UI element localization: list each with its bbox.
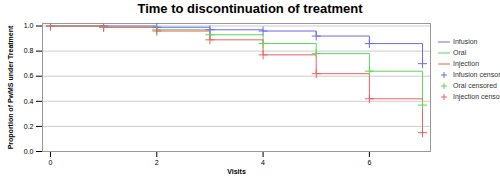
svg-text:0.0: 0.0 — [24, 148, 34, 155]
svg-text:0.2: 0.2 — [24, 123, 34, 130]
svg-text:0.8: 0.8 — [24, 47, 34, 54]
html-text:Oral censored: Oral censored — [453, 82, 497, 89]
html-text:Oral: Oral — [453, 49, 467, 56]
svg-text:Visits: Visits — [227, 168, 246, 175]
svg-text:1.0: 1.0 — [24, 22, 34, 29]
html-text:Infusion: Infusion — [453, 38, 478, 45]
html-text:Injection: Injection — [453, 60, 480, 67]
svg-text:2: 2 — [155, 159, 159, 166]
html-text:Time to discontinuation of tre: Time to discontinuation of treatment — [137, 1, 363, 16]
svg-text:0: 0 — [49, 159, 53, 166]
svg-text:Proportion of PwMS under Treat: Proportion of PwMS under Treatment — [7, 25, 15, 149]
svg-text:4: 4 — [261, 159, 265, 166]
svg-text:0.4: 0.4 — [24, 98, 34, 105]
svg-text:6: 6 — [367, 159, 371, 166]
svg-text:0.6: 0.6 — [24, 72, 34, 79]
